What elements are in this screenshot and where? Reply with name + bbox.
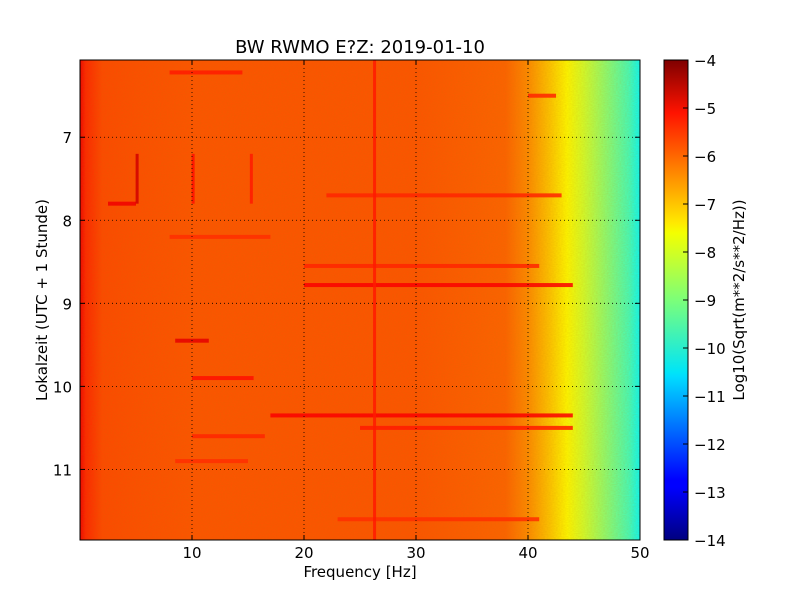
- heatmap-texture: [80, 60, 640, 540]
- colorbar-tick-label: −8: [694, 244, 716, 262]
- horizontal-band: [108, 201, 136, 206]
- x-axis-ticks: 10 20 30 40 50: [182, 60, 650, 562]
- colorbar-tick-label: −6: [694, 148, 716, 166]
- horizontal-band: [192, 434, 265, 439]
- horizontal-band: [360, 425, 573, 430]
- colorbar-tick-label: −4: [694, 52, 716, 70]
- x-tick-label: 50: [630, 544, 649, 562]
- plot-area: 10 20 30 40 50 7 8 9 10 11: [53, 59, 650, 562]
- x-tick-label: 30: [406, 544, 425, 562]
- y-axis-ticks: 7 8 9 10 11: [53, 129, 640, 479]
- y-tick-label: 10: [53, 378, 72, 396]
- y-tick-label: 11: [53, 461, 72, 479]
- horizontal-band: [304, 263, 540, 268]
- colorbar-tick-label: −9: [694, 292, 716, 310]
- x-tick-label: 20: [294, 544, 313, 562]
- y-tick-label: 9: [62, 295, 72, 313]
- horizontal-band: [169, 234, 271, 239]
- colorbar-tick-label: −11: [694, 388, 726, 406]
- horizontal-band: [175, 459, 248, 464]
- chart-title: BW RWMO E?Z: 2019-01-10: [235, 37, 485, 58]
- horizontal-band: [304, 283, 573, 288]
- plot-frame: [79, 59, 641, 541]
- horizontal-band: [337, 517, 540, 522]
- horizontal-band: [192, 376, 254, 381]
- vertical-line: [249, 153, 253, 204]
- colorbar-tick-label: −5: [694, 100, 716, 118]
- colorbar-tick-label: −13: [694, 484, 726, 502]
- horizontal-band: [528, 93, 556, 98]
- vertical-line: [191, 153, 195, 204]
- x-tick-label: 10: [182, 544, 201, 562]
- colorbar-label: Log10(Sqrt(m**2/s**2/Hz)): [730, 199, 748, 400]
- colorbar-tick-label: −10: [694, 340, 726, 358]
- grid-lines: [80, 60, 640, 540]
- vertical-line: [135, 153, 139, 204]
- y-tick-label: 7: [62, 129, 72, 147]
- colorbar-ticks: −4 −5 −6 −7 −8 −9 −10 −11 −12 −13 −14: [683, 52, 726, 550]
- horizontal-band: [270, 413, 573, 418]
- colorbar-tick-label: −7: [694, 196, 716, 214]
- y-tick-label: 8: [62, 212, 72, 230]
- colorbar: −4 −5 −6 −7 −8 −9 −10 −11 −12 −13 −14 Log10(Sqrt(m…: [663, 52, 748, 550]
- y-axis-label: Lokalzeit (UTC + 1 Stunde): [33, 199, 51, 401]
- vertical-line: [373, 60, 377, 540]
- colorbar-tick-label: −12: [694, 436, 726, 454]
- x-axis-label: Frequency [Hz]: [303, 563, 416, 581]
- x-tick-label: 40: [518, 544, 537, 562]
- horizontal-band: [326, 193, 562, 198]
- horizontal-band: [169, 70, 243, 75]
- colorbar-tick-label: −14: [694, 532, 726, 550]
